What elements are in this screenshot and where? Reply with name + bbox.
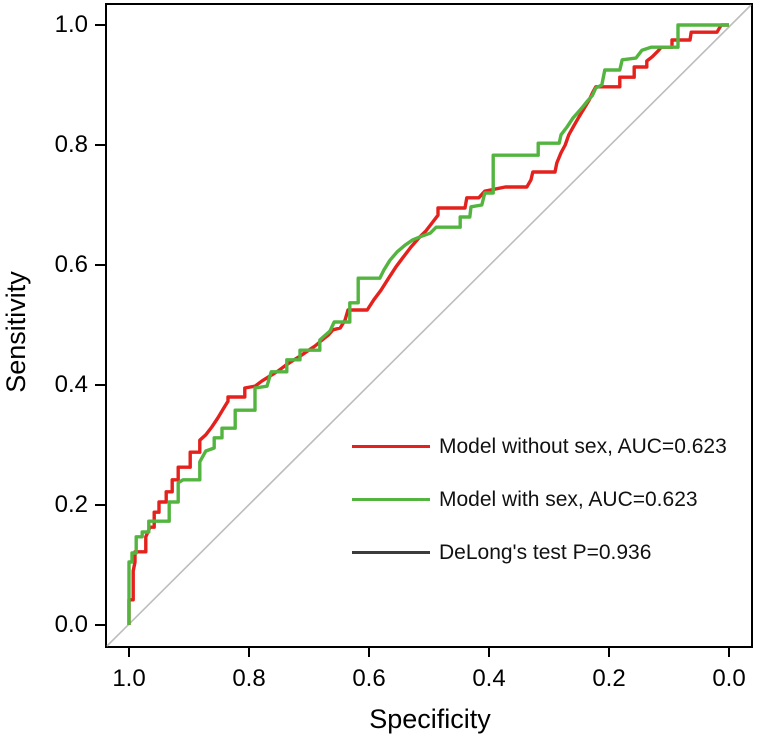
x-tick-marks xyxy=(128,647,730,657)
x-axis-title: Specificity xyxy=(369,704,491,734)
legend-item-model-without-sex: Model without sex, AUC=0.623 xyxy=(352,420,727,473)
x-tick-label: 0.0 xyxy=(712,665,746,692)
legend-line-black xyxy=(352,551,430,554)
y-tick-label: 0.2 xyxy=(54,491,88,518)
y-axis-title: Sensitivity xyxy=(1,271,31,393)
x-tick-label: 0.8 xyxy=(232,665,266,692)
legend: Model without sex, AUC=0.623 Model with … xyxy=(352,420,727,579)
y-tick-label: 0.4 xyxy=(54,371,88,398)
chance-diagonal-line xyxy=(106,4,752,647)
y-tick-label: 1.0 xyxy=(54,11,88,38)
x-tick-label: 0.4 xyxy=(472,665,506,692)
y-tick-marks xyxy=(95,24,105,626)
legend-label-model-with-sex: Model with sex, AUC=0.623 xyxy=(439,487,698,511)
x-tick-label: 0.6 xyxy=(352,665,386,692)
legend-item-model-with-sex: Model with sex, AUC=0.623 xyxy=(352,473,727,526)
legend-label-delong-test: DeLong's test P=0.936 xyxy=(439,540,652,564)
x-tick-label: 0.2 xyxy=(592,665,626,692)
y-tick-label: 0.6 xyxy=(54,251,88,278)
legend-item-delong-test: DeLong's test P=0.936 xyxy=(352,526,727,579)
legend-line-red xyxy=(352,445,430,448)
plot-border xyxy=(105,3,753,648)
roc-curve-model-with-sex xyxy=(127,23,729,625)
roc-curve-model-without-sex xyxy=(127,23,729,625)
y-tick-label: 0.8 xyxy=(54,131,88,158)
y-tick-label: 0.0 xyxy=(54,611,88,638)
legend-label-model-without-sex: Model without sex, AUC=0.623 xyxy=(439,434,727,458)
legend-line-green xyxy=(352,498,430,501)
x-tick-label: 1.0 xyxy=(112,665,146,692)
